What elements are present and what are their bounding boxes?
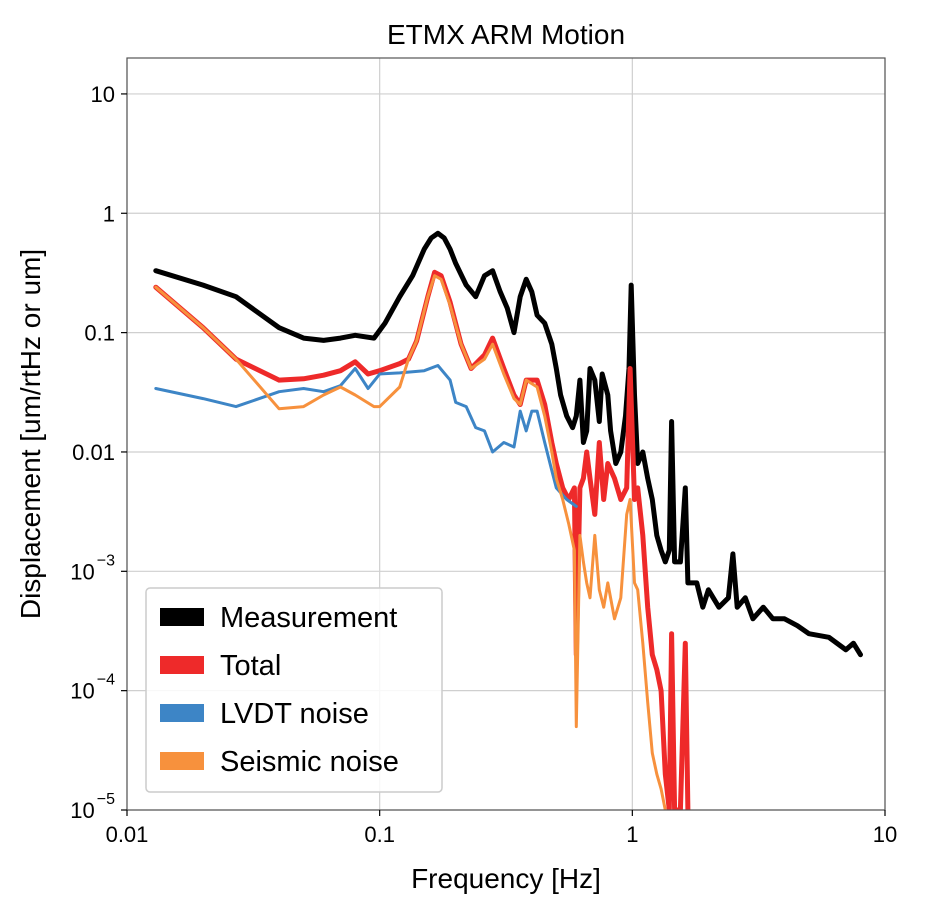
legend-label-lvdt-noise: LVDT noise (220, 698, 369, 730)
series-line-measurement (153, 230, 863, 658)
x-axis-label: Frequency [Hz] (411, 863, 601, 894)
x-tick-label: 0.01 (106, 822, 149, 847)
legend-swatch-seismic-noise (160, 752, 204, 770)
y-tick-label: −410 (70, 672, 115, 704)
y-tick-exponent: −5 (97, 791, 115, 808)
y-tick-label: 0.1 (84, 321, 115, 346)
y-tick-label: 1 (103, 201, 115, 226)
y-axis-label: Displacement [um/rtHz or um] (15, 249, 46, 619)
legend-swatch-total (160, 656, 204, 674)
y-tick-exponent: −4 (97, 672, 115, 689)
legend-swatch-measurement (160, 608, 204, 626)
x-tick-label: 10 (873, 822, 897, 847)
series-layer (153, 230, 863, 810)
y-tick-base: 10 (70, 559, 94, 584)
chart-title: ETMX ARM Motion (387, 19, 625, 50)
legend-label-measurement: Measurement (220, 602, 397, 634)
legend-swatch-lvdt-noise (160, 704, 204, 722)
x-tick-label: 1 (626, 822, 638, 847)
legend-box (145, 587, 443, 793)
legend-label-total: Total (220, 650, 281, 682)
plot-frame (126, 57, 886, 811)
y-tick-base: 10 (70, 798, 94, 823)
legend: Measurement Total LVDT noise Seismic noise (145, 587, 443, 793)
y-tick-label: 0.01 (72, 440, 115, 465)
legend-label-seismic-noise: Seismic noise (220, 746, 399, 778)
y-tick-label: −510 (70, 791, 115, 823)
series-line-seismic-noise (154, 274, 667, 810)
y-tick-base: 10 (70, 679, 94, 704)
series-line-total (153, 269, 691, 810)
y-tick-label: −310 (70, 552, 115, 584)
y-tick-label: 10 (91, 82, 115, 107)
series-line-lvdt-noise (154, 364, 578, 508)
x-tick-label: 0.1 (364, 822, 395, 847)
y-tick-exponent: −3 (97, 552, 115, 569)
